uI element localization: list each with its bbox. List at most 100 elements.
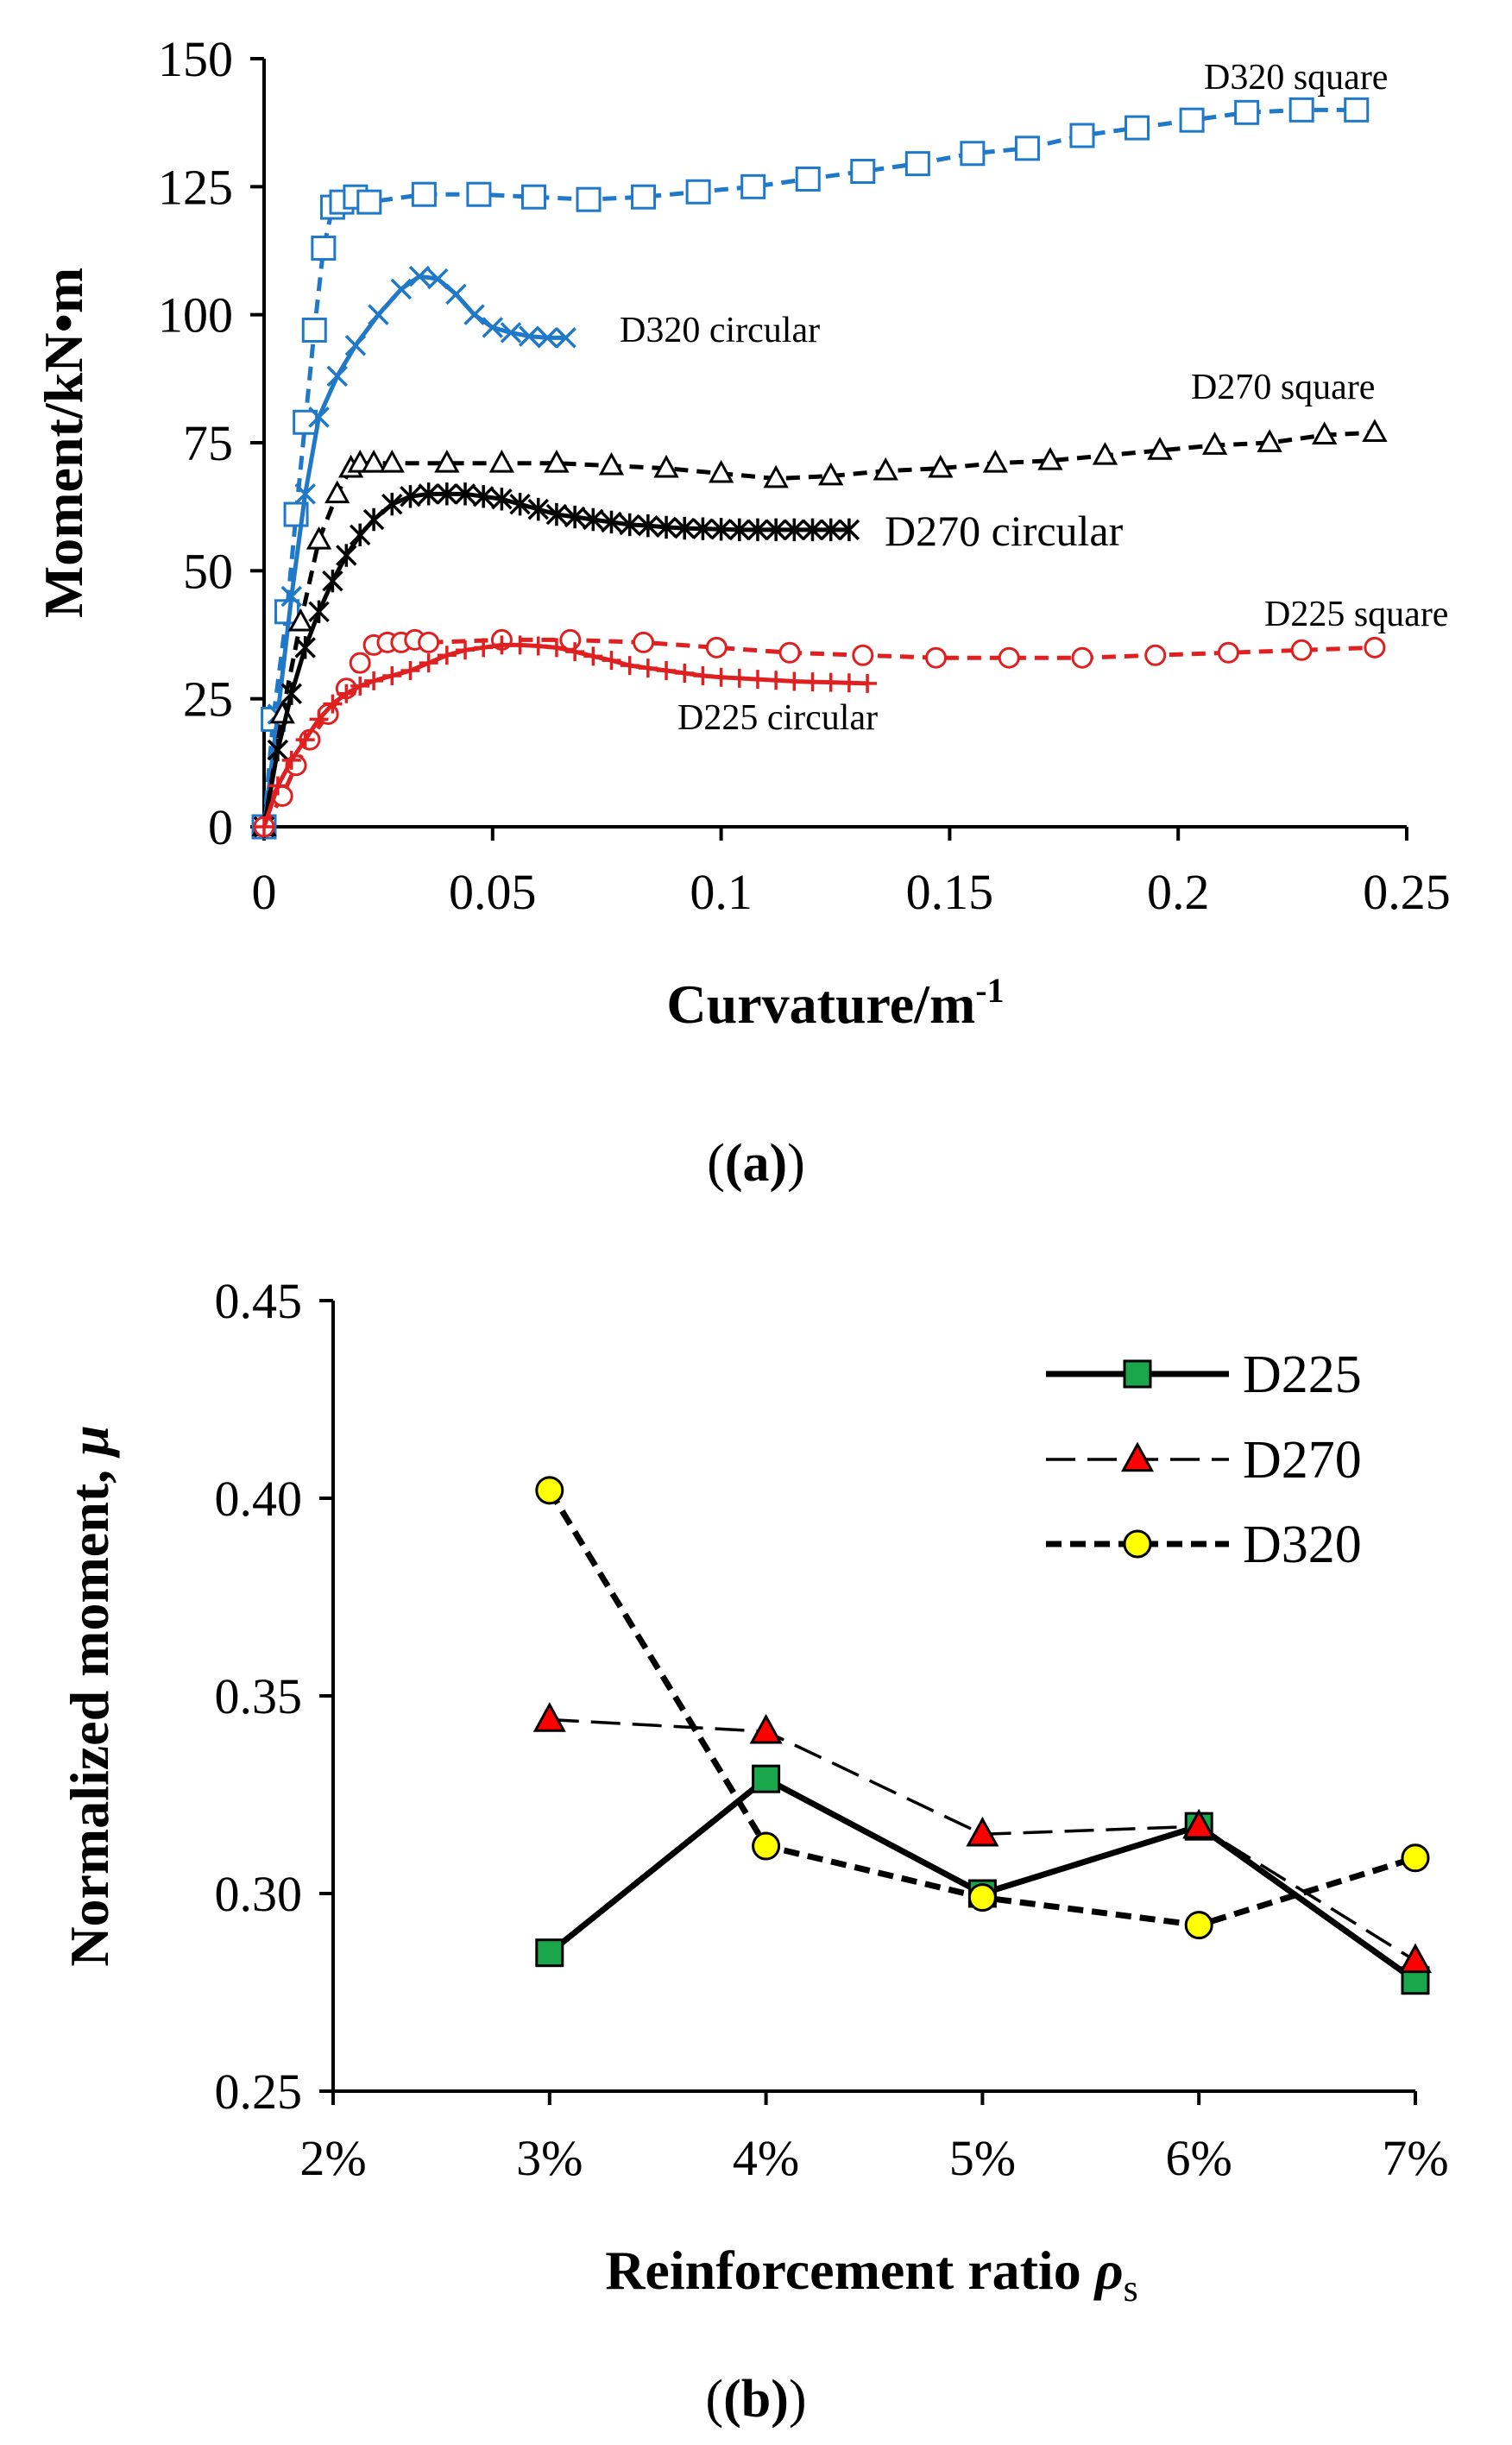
point-d320-square <box>520 184 546 210</box>
caption-b-letter: (b) <box>723 2370 789 2429</box>
point-d225-circular <box>546 638 566 658</box>
point-d320-circular <box>280 585 303 608</box>
chart-a-x-axis-label-superscript: -1 <box>975 971 1004 1010</box>
chart-b-y-tick-label: 0.25 <box>215 2064 303 2120</box>
point-d270 <box>749 1713 783 1744</box>
chart-b-y-tick-label: 0.35 <box>215 1668 303 1724</box>
point-d270-square <box>544 449 570 473</box>
point-d270-circular <box>838 518 860 542</box>
markers-d225 <box>535 1764 1430 1995</box>
markers-d270 <box>532 1702 1433 1974</box>
point-d225-circular <box>528 636 548 656</box>
annotation-d320-square: D320 square <box>1204 58 1388 98</box>
point-d270 <box>1182 1808 1216 1839</box>
point-d270-circular <box>280 682 303 705</box>
chart-a-x-axis-label: Curvature/m-1 <box>666 971 1004 1035</box>
point-d270-square <box>1312 421 1338 444</box>
caption-b: ((b)) <box>705 2370 806 2429</box>
point-d225-circular <box>337 684 356 703</box>
chart-a-x-axis-label-text: Curvature/m <box>666 974 975 1035</box>
annotation-d225-square: D225 square <box>1264 595 1448 634</box>
chart-a-y-axis-label: Moment/kN•m <box>33 268 94 618</box>
point-d270-circular <box>436 482 458 506</box>
point-d270-circular <box>418 482 439 506</box>
point-d270-square <box>1037 447 1063 470</box>
point-d270-square <box>324 480 350 504</box>
point-d270 <box>1398 1943 1433 1974</box>
point-d270-circular <box>400 485 421 508</box>
point-d270-circular <box>545 502 568 526</box>
point-d320-square <box>1288 97 1314 123</box>
point-d225-circular <box>350 676 370 696</box>
point-d320-circular <box>463 304 485 325</box>
point-d225-circular <box>693 665 713 685</box>
chart-a-y-tick-label: 125 <box>158 159 233 215</box>
chart-a-ticks: 0 25 50 75 100 125 150 0 0.05 0.1 0.15 0.2 0.25 <box>158 31 1451 920</box>
chart-a-x-tick-label: 0 <box>252 864 277 920</box>
annotation-d270-square: D270 square <box>1191 368 1375 407</box>
point-d225-circular <box>295 730 315 750</box>
legend-label-d320: D320 <box>1243 1516 1362 1574</box>
point-d225-circular <box>323 694 343 714</box>
point-d225-circular <box>281 750 301 770</box>
chart-b-y-axis-label-text: Normalized moment, <box>59 1456 120 1967</box>
point-d270-square <box>818 462 844 486</box>
point-d225-circular <box>784 671 804 691</box>
point-d320-circular <box>482 317 504 338</box>
point-d225-circular <box>839 673 859 693</box>
chart-b-legend: D225 D270 D320 <box>1046 1345 1362 1574</box>
point-d225-circular <box>382 665 402 685</box>
chart-b-x-tick-label: 5% <box>949 2130 1016 2186</box>
point-d320-circular <box>308 406 330 428</box>
point-d225-square <box>1144 644 1167 666</box>
point-d225-circular <box>268 776 287 796</box>
chart-b-y-tick-label: 0.45 <box>215 1273 303 1329</box>
chart-b-y-tick-label: 0.30 <box>215 1866 303 1922</box>
point-d225-circular <box>821 672 841 692</box>
point-d225-circular <box>803 672 822 692</box>
legend-marker-d320 <box>1123 1529 1152 1559</box>
chart-b-x-axis-label-text: Reinforcement ratio <box>605 2240 1095 2301</box>
point-d225-square <box>925 646 948 669</box>
line-d320-circular <box>261 274 566 828</box>
point-d320-circular <box>408 265 431 287</box>
point-d320-circular <box>427 268 449 290</box>
legend-marker-d270 <box>1120 1441 1155 1472</box>
point-d270-circular <box>802 518 823 542</box>
point-d225-circular <box>437 646 457 665</box>
point-d225-square <box>1290 639 1313 661</box>
point-d320-square <box>795 166 821 192</box>
point-d320-circular <box>518 325 540 347</box>
point-d320-square <box>1344 97 1370 123</box>
point-d320-square <box>301 317 327 343</box>
chart-a-y-tick-label: 0 <box>208 799 233 855</box>
point-d270-square <box>1362 419 1388 442</box>
point-d320-circular <box>390 278 413 300</box>
point-d270-square <box>928 454 954 478</box>
point-d320-square <box>960 141 986 167</box>
chart-b-y-axis-label: Normalized moment, μ <box>59 1425 120 1966</box>
point-d320-square <box>311 236 337 262</box>
point-d270-square <box>379 449 405 473</box>
chart-a-x-tick-label: 0.1 <box>690 864 753 920</box>
point-d225-circular <box>492 635 512 655</box>
point-d270-circular <box>308 600 330 623</box>
chart-b-x-axis-label: Reinforcement ratio ρs <box>605 2240 1138 2310</box>
chart-b-x-tick-label: 6% <box>1166 2130 1232 2186</box>
point-d225-circular <box>657 661 677 681</box>
annotation-d320-circular: D320 circular <box>620 311 820 350</box>
point-d225-square <box>998 646 1020 669</box>
point-d225-circular <box>565 642 585 662</box>
point-d225-circular <box>510 635 530 655</box>
series-d270-circular <box>253 482 860 839</box>
point-d225-circular <box>747 670 767 690</box>
series-d320-circular <box>253 265 576 838</box>
chart-a-y-tick-label: 50 <box>183 543 233 599</box>
point-d225-circular <box>456 640 476 660</box>
point-d320 <box>535 1476 564 1505</box>
point-d225-square <box>1217 641 1239 664</box>
point-d270-circular <box>637 514 659 538</box>
point-d320-square <box>685 179 711 205</box>
series-d225-circular <box>255 635 878 836</box>
